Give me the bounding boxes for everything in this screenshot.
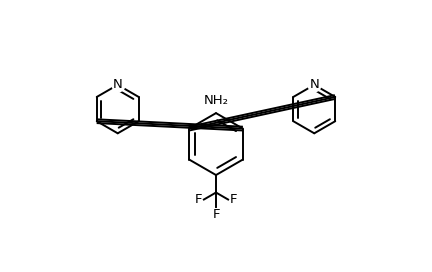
Text: NH₂: NH₂ bbox=[203, 94, 229, 107]
Text: N: N bbox=[309, 78, 319, 91]
Text: N: N bbox=[113, 78, 123, 91]
Text: F: F bbox=[212, 208, 220, 221]
Text: F: F bbox=[230, 193, 238, 206]
Text: F: F bbox=[194, 193, 202, 206]
